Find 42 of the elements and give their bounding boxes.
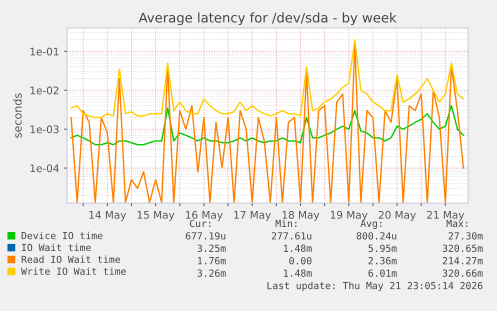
chart-title: Average latency for /dev/sda - by week	[138, 12, 397, 26]
text: 320.66m	[442, 269, 483, 277]
x-tick-label: 17 May	[234, 211, 271, 221]
line-series	[70, 105, 464, 146]
text: 6.01m	[368, 269, 397, 277]
text: Min:	[276, 220, 296, 227]
text: 277.61u	[272, 232, 312, 240]
y-tick-label: 1e-04	[30, 164, 59, 172]
text: Max:	[446, 220, 468, 228]
text: 320.65m	[442, 244, 483, 252]
text: 3.25m	[198, 244, 226, 252]
x-tick-label: 18 May	[282, 210, 320, 221]
y-tick-label: 1e-02	[30, 86, 58, 94]
x-tick-label: 14 May	[89, 211, 126, 221]
y-tick-label: 1e-01	[30, 48, 58, 56]
text: 27.30m	[448, 232, 483, 240]
line-series	[70, 39, 464, 118]
text: 1.76m	[198, 257, 226, 264]
x-tick-label: 19 May	[330, 210, 368, 221]
legend-label: Device IO time	[22, 232, 102, 240]
text: 1.48m	[284, 244, 312, 252]
y-tick-label: 1e-03	[30, 125, 59, 134]
x-tick-label: 15 May	[138, 211, 174, 221]
text: Avg:	[360, 220, 382, 229]
text: Cur:	[190, 220, 210, 228]
text: 1.48m	[284, 269, 312, 277]
text: 677.19u	[186, 232, 226, 240]
y-axis-title: seconds	[13, 93, 22, 138]
legend-label: Read IO Wait time	[22, 256, 120, 264]
text: 0.00	[289, 257, 312, 264]
text: 2.36m	[368, 257, 397, 264]
text: Last update: Thu May 21 23:05:14 2026	[268, 282, 482, 292]
x-tick-label: 20 May	[378, 210, 416, 221]
x-tick-label: 16 May	[186, 210, 223, 221]
text: 214.27m	[442, 257, 483, 264]
x-tick-label: 21 May	[427, 210, 464, 221]
text: 800.24u	[356, 232, 396, 240]
legend-label: IO Wait time	[22, 244, 91, 252]
text: 3.26m	[198, 269, 226, 277]
text: 5.95m	[368, 244, 397, 252]
legend-label: Write IO Wait time	[21, 267, 126, 275]
line-series	[70, 44, 464, 204]
